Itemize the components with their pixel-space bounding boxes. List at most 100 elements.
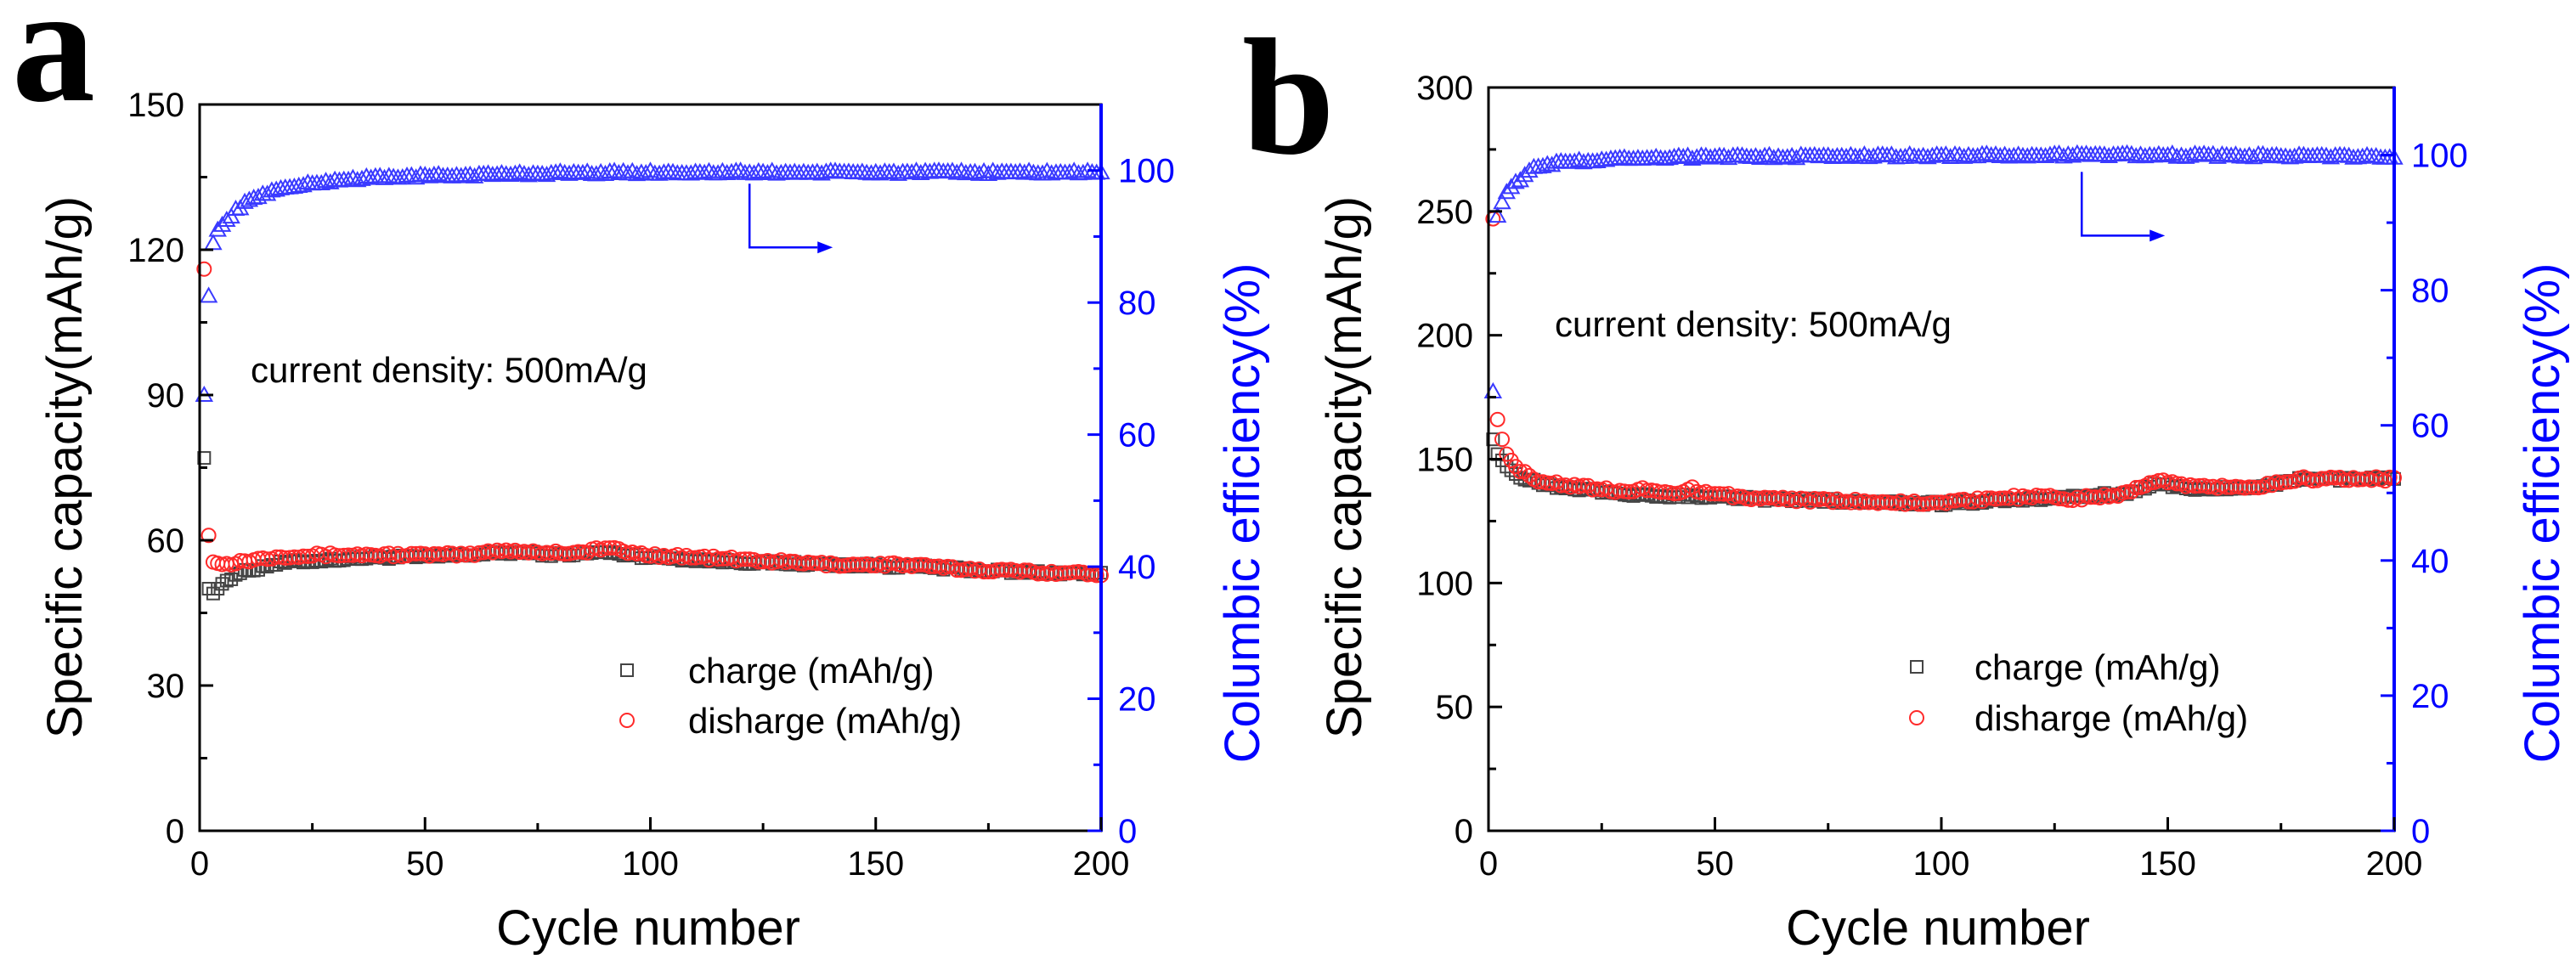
y2-tick-label: 0 bbox=[2411, 813, 2430, 850]
data-point-triangle bbox=[1074, 163, 1093, 180]
data-point-circle bbox=[2381, 469, 2398, 485]
data-point-triangle bbox=[380, 166, 398, 183]
panel-b-legend-discharge-marker bbox=[1909, 710, 1924, 725]
data-point-triangle bbox=[2204, 144, 2223, 161]
data-point-triangle bbox=[713, 161, 732, 178]
data-point-circle bbox=[2246, 479, 2262, 495]
data-point-triangle bbox=[1488, 206, 1507, 223]
y2-tick-label: 100 bbox=[2411, 138, 2468, 175]
data-point-square bbox=[1549, 481, 1563, 495]
legend-discharge-symbol bbox=[1909, 710, 1924, 725]
data-point-triangle bbox=[952, 161, 971, 178]
y-tick-label: 120 bbox=[127, 232, 184, 269]
data-point-triangle bbox=[2235, 147, 2254, 164]
panel-a-legend-discharge: disharge (mAh/g) bbox=[688, 701, 962, 741]
data-point-triangle bbox=[2158, 145, 2178, 162]
data-point-triangle bbox=[1511, 171, 1530, 188]
data-point-triangle bbox=[808, 162, 827, 179]
data-point-triangle bbox=[609, 163, 629, 180]
y2-tick-label: 40 bbox=[2411, 543, 2449, 580]
data-point-triangle bbox=[794, 162, 813, 179]
data-point-triangle bbox=[907, 161, 926, 178]
data-point-triangle bbox=[1855, 145, 1874, 162]
data-point-triangle bbox=[709, 164, 727, 181]
data-point-triangle bbox=[2253, 144, 2273, 161]
panel-b-legend: charge (mAh/g) disharge (mAh/g) bbox=[1909, 647, 2248, 738]
y2-tick-label: 60 bbox=[2411, 408, 2449, 445]
panel-a-legend-charge-marker bbox=[620, 663, 634, 677]
data-point-circle bbox=[1666, 486, 1682, 502]
data-point-triangle bbox=[1900, 144, 1919, 161]
x-tick-label: 0 bbox=[190, 845, 209, 883]
data-point-square bbox=[1635, 488, 1650, 502]
data-point-triangle bbox=[212, 215, 232, 232]
data-point-triangle bbox=[1015, 163, 1034, 180]
panel-b-y2-axis-title: Columbic efficiency(%) bbox=[2515, 263, 2570, 764]
data-point-triangle bbox=[2226, 145, 2246, 162]
data-point-circle bbox=[196, 261, 212, 277]
data-point-square bbox=[1644, 488, 1658, 503]
panel-b-ticks: 0 50 100 150 2000501001502002503000204060801… bbox=[1416, 70, 2468, 883]
data-point-triangle bbox=[731, 161, 750, 178]
data-point-triangle bbox=[2339, 146, 2359, 163]
y2-tick-label: 40 bbox=[1118, 549, 1156, 586]
data-point-triangle bbox=[623, 161, 641, 178]
panel-b-efficiency-arrow bbox=[2080, 172, 2166, 242]
data-point-triangle bbox=[1615, 148, 1634, 165]
data-point-circle bbox=[940, 558, 956, 574]
data-point-triangle bbox=[2185, 144, 2205, 161]
data-point-triangle bbox=[1936, 145, 1956, 162]
data-point-triangle bbox=[664, 162, 682, 179]
panel-a-legend-charge: charge (mAh/g) bbox=[688, 651, 934, 691]
data-point-triangle bbox=[2294, 145, 2313, 162]
data-point-triangle bbox=[1647, 147, 1665, 164]
data-point-triangle bbox=[199, 286, 218, 303]
data-point-circle bbox=[1494, 432, 1510, 448]
x-tick-label: 100 bbox=[1913, 845, 1970, 883]
y-tick-label: 0 bbox=[166, 813, 184, 850]
data-point-triangle bbox=[1669, 146, 1688, 163]
data-point-triangle bbox=[1569, 150, 1589, 167]
data-point-triangle bbox=[1515, 166, 1534, 183]
panel-a-annotation: current density: 500mA/g bbox=[251, 350, 647, 390]
data-point-triangle bbox=[983, 161, 1003, 178]
data-point-circle bbox=[2110, 488, 2126, 505]
data-point-triangle bbox=[1020, 161, 1038, 178]
data-point-triangle bbox=[257, 184, 277, 201]
data-point-triangle bbox=[2049, 144, 2069, 161]
data-point-triangle bbox=[1642, 149, 1661, 166]
data-point-triangle bbox=[1493, 193, 1511, 210]
y-tick-label: 90 bbox=[147, 377, 185, 415]
data-point-triangle bbox=[208, 220, 227, 237]
y2-tick-label: 80 bbox=[2411, 273, 2449, 310]
y2-tick-label: 20 bbox=[1118, 681, 1156, 719]
data-point-triangle bbox=[1986, 145, 2005, 162]
data-point-triangle bbox=[1995, 145, 2014, 162]
panel-b-legend-charge: charge (mAh/g) bbox=[1974, 647, 2220, 687]
data-point-triangle bbox=[916, 161, 935, 178]
data-point-square bbox=[211, 582, 225, 595]
data-point-triangle bbox=[2317, 146, 2336, 163]
data-point-triangle bbox=[1841, 145, 1861, 162]
data-point-circle bbox=[1711, 486, 1727, 502]
data-point-triangle bbox=[619, 164, 637, 181]
y-tick-label: 150 bbox=[1416, 442, 1473, 479]
data-point-triangle bbox=[2172, 146, 2191, 163]
data-point-triangle bbox=[551, 162, 570, 179]
y2-tick-label: 0 bbox=[1118, 813, 1137, 850]
data-point-triangle bbox=[2076, 144, 2096, 161]
data-point-circle bbox=[1965, 494, 1981, 510]
data-point-triangle bbox=[2190, 145, 2209, 162]
data-point-triangle bbox=[2136, 147, 2155, 164]
data-point-triangle bbox=[785, 162, 804, 179]
data-point-triangle bbox=[2358, 145, 2376, 162]
data-point-triangle bbox=[1732, 146, 1752, 163]
y-tick-label: 50 bbox=[1436, 689, 1474, 726]
data-point-triangle bbox=[506, 164, 525, 181]
panel-a-y-axis-title: Specific capacity(mAh/g) bbox=[37, 196, 93, 738]
data-point-triangle bbox=[861, 164, 881, 181]
data-point-triangle bbox=[2068, 144, 2087, 161]
data-point-triangle bbox=[2163, 144, 2182, 161]
